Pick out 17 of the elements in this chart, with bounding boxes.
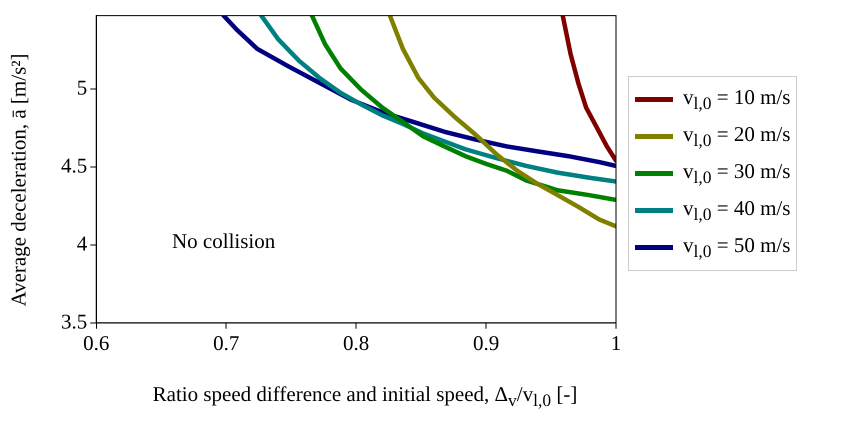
y-tick-label: 4.5 [61,153,88,178]
x-tick-label: 0.7 [213,330,240,355]
legend-label: v$_{l,0}$ = 20 m/s [683,122,790,152]
legend-label: v$_{l,0}$ = 40 m/s [683,196,790,226]
x-tick-label: 1 [610,330,622,355]
legend-label: v$_{l,0}$ = 50 m/s [683,232,790,262]
annotation: No collision [172,229,276,254]
x-tick-label: 0.6 [83,330,110,355]
x-axis-title: Ratio speed difference and initial speed, Δ$_{v}$/v$_{l,0}$ [-] [152,382,578,412]
y-tick-label: 4 [76,231,88,256]
legend-label: v$_{l,0}$ = 10 m/s [683,84,790,114]
x-tick-label: 0.8 [343,330,370,355]
y-axis-title: Average deceleration, ā [m/s²] [6,53,32,307]
y-tick-label: 5 [76,75,88,100]
legend-label: v$_{l,0}$ = 30 m/s [683,158,790,188]
x-tick-label: 0.9 [472,330,500,355]
y-tick-label: 3.5 [61,309,88,334]
